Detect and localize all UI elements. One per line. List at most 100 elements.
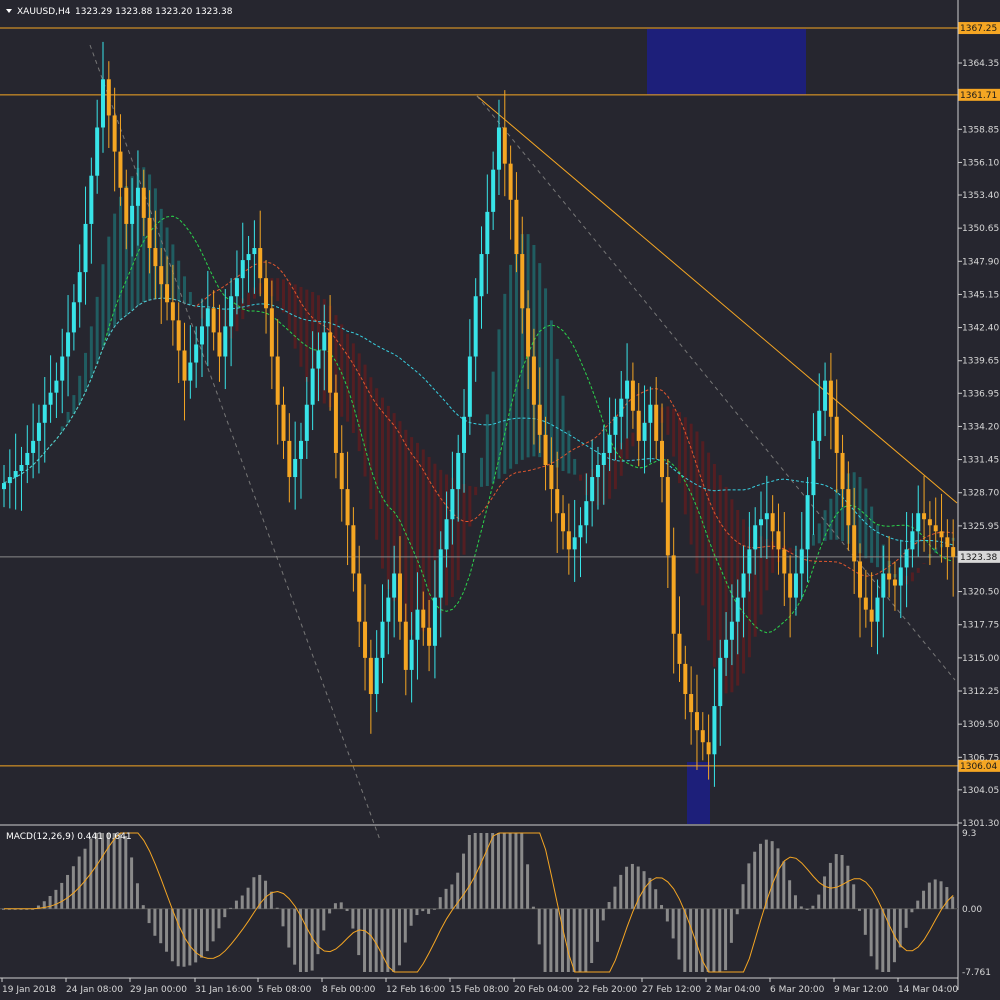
candle-body [922, 513, 927, 520]
macd-histogram-bar [328, 908, 332, 914]
candle-body [613, 416, 618, 435]
y-tick-label: 1358.85 [962, 125, 999, 135]
candle-body [904, 549, 909, 568]
candle-body [368, 657, 373, 695]
candle-body [269, 308, 274, 357]
macd-histogram-bar [246, 887, 250, 909]
macd-histogram-bar [229, 907, 233, 909]
time-axis-labels: 19 Jan 2018 24 Jan 08:00 29 Jan 00:00 31 Ja… [1, 978, 958, 995]
candles [2, 41, 956, 787]
macd-histogram-bar [36, 905, 40, 909]
candle-body [182, 350, 187, 381]
macd-histogram-bar [625, 866, 629, 909]
candle-body [537, 404, 542, 435]
macd-histogram-bar [444, 888, 448, 909]
macd-histogram-bar [607, 902, 611, 909]
candle-body [531, 356, 536, 405]
macd-histogram-bar [83, 848, 87, 909]
macd-histogram-bar [555, 908, 559, 972]
macd-histogram-bar [846, 865, 850, 909]
macd-histogram-bar [170, 908, 174, 962]
candle-body [339, 452, 344, 490]
macd-histogram-bar [828, 862, 832, 909]
candle-body [240, 260, 245, 279]
candle-body [83, 223, 88, 273]
macd-histogram-bar [852, 884, 856, 909]
level-tag [958, 88, 1000, 101]
macd-histogram-bar [735, 908, 739, 915]
macd-histogram-bar [502, 833, 506, 909]
macd-histogram-bar [60, 882, 64, 909]
candle-body [462, 416, 467, 453]
candle-body [48, 392, 53, 405]
macd-histogram-bar [869, 908, 873, 957]
candle-body [683, 663, 688, 695]
candle-body [363, 621, 368, 658]
y-tick-label: 1328.70 [962, 489, 999, 499]
candle-body [572, 537, 577, 550]
candle-body [514, 199, 519, 255]
candle-body [741, 573, 746, 598]
macd-histogram-bar [700, 908, 704, 972]
candle-body [31, 440, 36, 453]
macd-histogram-bar [881, 908, 885, 972]
supply-demand-zones [647, 29, 806, 824]
candle-body [403, 621, 408, 670]
candle-body [753, 525, 758, 550]
candle-body [252, 248, 257, 255]
candle-body [724, 639, 729, 658]
macd-histogram-bar [858, 908, 862, 911]
candle-body [689, 694, 694, 713]
candle-body [275, 356, 280, 405]
candle-body [450, 489, 455, 520]
candle-body [13, 471, 18, 478]
candle-body [660, 440, 665, 478]
candle-body [234, 278, 239, 297]
macd-histogram-bar [665, 908, 669, 922]
macd-histogram-bar [205, 908, 209, 952]
moving-average-line-3 [3, 297, 954, 546]
x-tick-label: 12 Feb 16:00 [386, 985, 445, 995]
macd-histogram-bar [275, 907, 279, 909]
level-label: 1361.71 [960, 91, 997, 101]
candle-body [665, 477, 670, 556]
candle-body [496, 127, 501, 170]
candle-body [199, 326, 204, 345]
candle-body [421, 609, 426, 628]
macd-histogram-bar [165, 908, 169, 952]
candle-body [700, 730, 705, 743]
candle-body [229, 296, 234, 327]
candle-body [694, 712, 699, 731]
candle-body [945, 537, 950, 548]
candle-body [677, 633, 682, 664]
macd-histogram-bar [304, 908, 308, 972]
candle-body [776, 531, 781, 550]
y-tick-label: 1350.65 [962, 224, 999, 234]
descending-trendline[interactable] [476, 95, 958, 504]
candle-body [380, 621, 385, 658]
candle-body [584, 501, 589, 526]
candle-body [397, 573, 402, 622]
macd-histogram-bar [252, 877, 256, 909]
macd-histogram-bar [549, 908, 553, 972]
candle-body [345, 489, 350, 526]
candle-body [875, 597, 880, 622]
macd-histogram-bar [491, 833, 495, 909]
supply-zone [647, 29, 806, 95]
candle-body [153, 248, 158, 267]
x-tick-label: 8 Feb 00:00 [322, 985, 376, 995]
macd-histogram-bar [590, 908, 594, 964]
y-tick-label: 1334.20 [962, 422, 999, 432]
macd-histogram-bar [916, 900, 920, 909]
macd-histogram-bar [712, 908, 716, 972]
current-price-label: 1323.38 [960, 553, 997, 563]
macd-histogram-bar [333, 903, 337, 909]
macd-histogram-bar [782, 861, 786, 909]
candle-body [112, 115, 117, 152]
macd-histogram-bar [421, 908, 425, 912]
dropdown-arrow-icon[interactable] [6, 9, 12, 13]
candle-body [805, 495, 810, 550]
moving-averages [3, 215, 954, 634]
macd-histogram-bar [817, 894, 821, 909]
